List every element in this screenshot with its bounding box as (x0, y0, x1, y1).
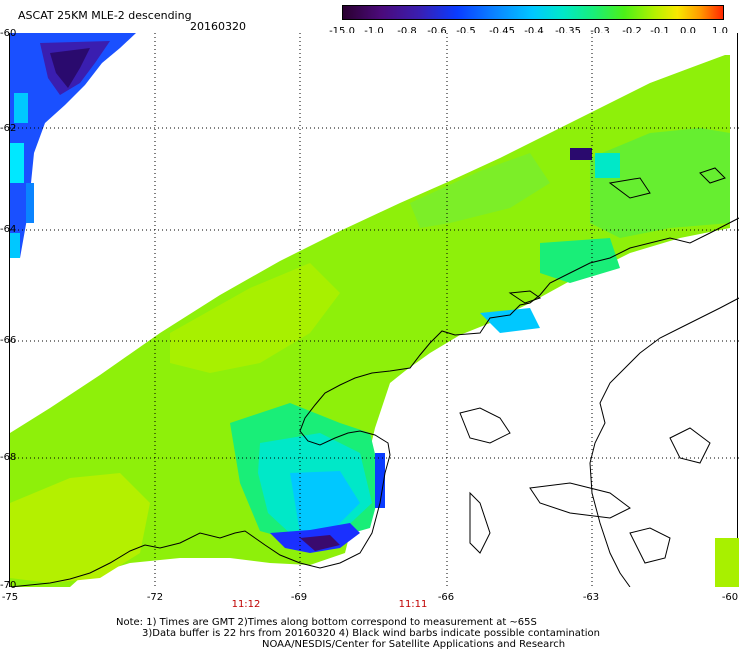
lat-label: -62 (0, 123, 17, 134)
colorbar-tick: -1.0 (364, 26, 384, 37)
colorbar-tick: -0.45 (489, 26, 515, 37)
note-line-3: NOAA/NESDIS/Center for Satellite Applica… (262, 639, 566, 650)
lon-label: -69 (290, 592, 308, 603)
map-title: ASCAT 25KM MLE-2 descending (18, 9, 192, 22)
lat-label: -66 (0, 335, 17, 346)
colorbar-tick: -0.4 (524, 26, 544, 37)
swath-bottom-right (715, 538, 739, 587)
colorbar-tick: -0.35 (555, 26, 581, 37)
lat-label: -70 (0, 580, 17, 591)
colorbar-tick: -0.3 (590, 26, 610, 37)
colorbar-tick: 0.0 (680, 26, 696, 37)
gridlines (10, 33, 739, 587)
colorbar-tick: 1.0 (712, 26, 728, 37)
time-label: 11:11 (398, 599, 428, 610)
lon-label: -60 (721, 592, 739, 603)
map-canvas (9, 33, 740, 588)
swath-top-left (10, 33, 136, 258)
colorbar-tick: -0.1 (650, 26, 670, 37)
colorbar-tick: -0.6 (427, 26, 447, 37)
coastline (9, 167, 740, 588)
note-line-2: 3)Data buffer is 22 hrs from 20160320 4)… (142, 628, 600, 639)
lon-label: -63 (582, 592, 600, 603)
lon-label: -66 (437, 592, 455, 603)
colorbar-tick: -0.8 (397, 26, 417, 37)
time-label: 11:12 (231, 599, 261, 610)
note-line-1: Note: 1) Times are GMT 2)Times along bot… (116, 617, 537, 628)
map-panel (9, 33, 740, 588)
lat-label: -64 (0, 224, 17, 235)
lon-label: -72 (146, 592, 164, 603)
colorbar (342, 5, 724, 20)
lon-label: -75 (1, 592, 19, 603)
swath-main (10, 55, 730, 587)
lat-label: -68 (0, 452, 17, 463)
colorbar-tick: -15.0 (329, 26, 355, 37)
colorbar-tick: -0.5 (456, 26, 476, 37)
colorbar-ticks: -15.0 -1.0 -0.8 -0.6 -0.5 -0.45 -0.4 -0.… (329, 26, 730, 38)
colorbar-tick: -0.2 (622, 26, 642, 37)
lat-label: -60 (0, 28, 17, 39)
map-date: 20160320 (190, 20, 246, 33)
